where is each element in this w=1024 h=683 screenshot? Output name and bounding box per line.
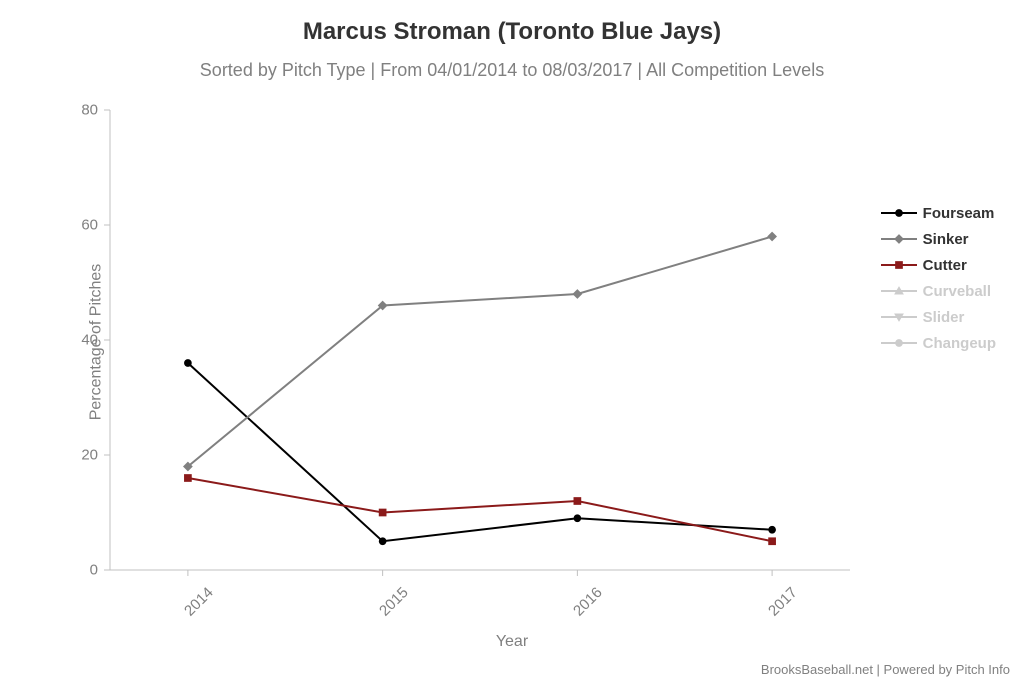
series-marker-cutter[interactable] bbox=[379, 509, 387, 517]
series-marker-fourseam[interactable] bbox=[574, 514, 582, 522]
series-marker-cutter[interactable] bbox=[768, 537, 776, 545]
legend-label: Changeup bbox=[923, 335, 996, 352]
legend-item-sinker[interactable]: Sinker bbox=[881, 226, 996, 252]
y-tick: 80 bbox=[0, 102, 98, 119]
legend-swatch bbox=[881, 309, 917, 325]
y-tick: 60 bbox=[0, 217, 98, 234]
y-tick: 40 bbox=[0, 332, 98, 349]
series-line-cutter[interactable] bbox=[188, 478, 772, 541]
legend-label: Cutter bbox=[923, 257, 967, 274]
series-marker-sinker[interactable] bbox=[767, 232, 777, 242]
series-line-fourseam[interactable] bbox=[188, 363, 772, 541]
legend-swatch bbox=[881, 231, 917, 247]
legend-item-slider[interactable]: Slider bbox=[881, 304, 996, 330]
legend-swatch bbox=[881, 257, 917, 273]
legend-label: Fourseam bbox=[923, 205, 995, 222]
series-line-sinker[interactable] bbox=[188, 237, 772, 467]
y-tick: 0 bbox=[0, 562, 98, 579]
legend-swatch bbox=[881, 205, 917, 221]
series-marker-sinker[interactable] bbox=[572, 289, 582, 299]
pitch-usage-chart: Marcus Stroman (Toronto Blue Jays) Sorte… bbox=[0, 0, 1024, 683]
series-marker-fourseam[interactable] bbox=[768, 526, 776, 534]
legend: Fourseam Sinker Cutter Curveball Slider Chang… bbox=[881, 200, 996, 356]
series-marker-cutter[interactable] bbox=[184, 474, 192, 482]
series-marker-fourseam[interactable] bbox=[184, 359, 192, 367]
legend-label: Sinker bbox=[923, 231, 969, 248]
y-tick: 20 bbox=[0, 447, 98, 464]
credits: BrooksBaseball.net | Powered by Pitch In… bbox=[761, 662, 1010, 677]
series-marker-cutter[interactable] bbox=[574, 497, 582, 505]
plot-area bbox=[0, 0, 1024, 683]
legend-swatch bbox=[881, 335, 917, 351]
legend-item-changeup[interactable]: Changeup bbox=[881, 330, 996, 356]
legend-label: Slider bbox=[923, 309, 965, 326]
legend-item-fourseam[interactable]: Fourseam bbox=[881, 200, 996, 226]
series-marker-fourseam[interactable] bbox=[379, 537, 387, 545]
legend-label: Curveball bbox=[923, 283, 991, 300]
legend-item-cutter[interactable]: Cutter bbox=[881, 252, 996, 278]
legend-swatch bbox=[881, 283, 917, 299]
legend-item-curveball[interactable]: Curveball bbox=[881, 278, 996, 304]
